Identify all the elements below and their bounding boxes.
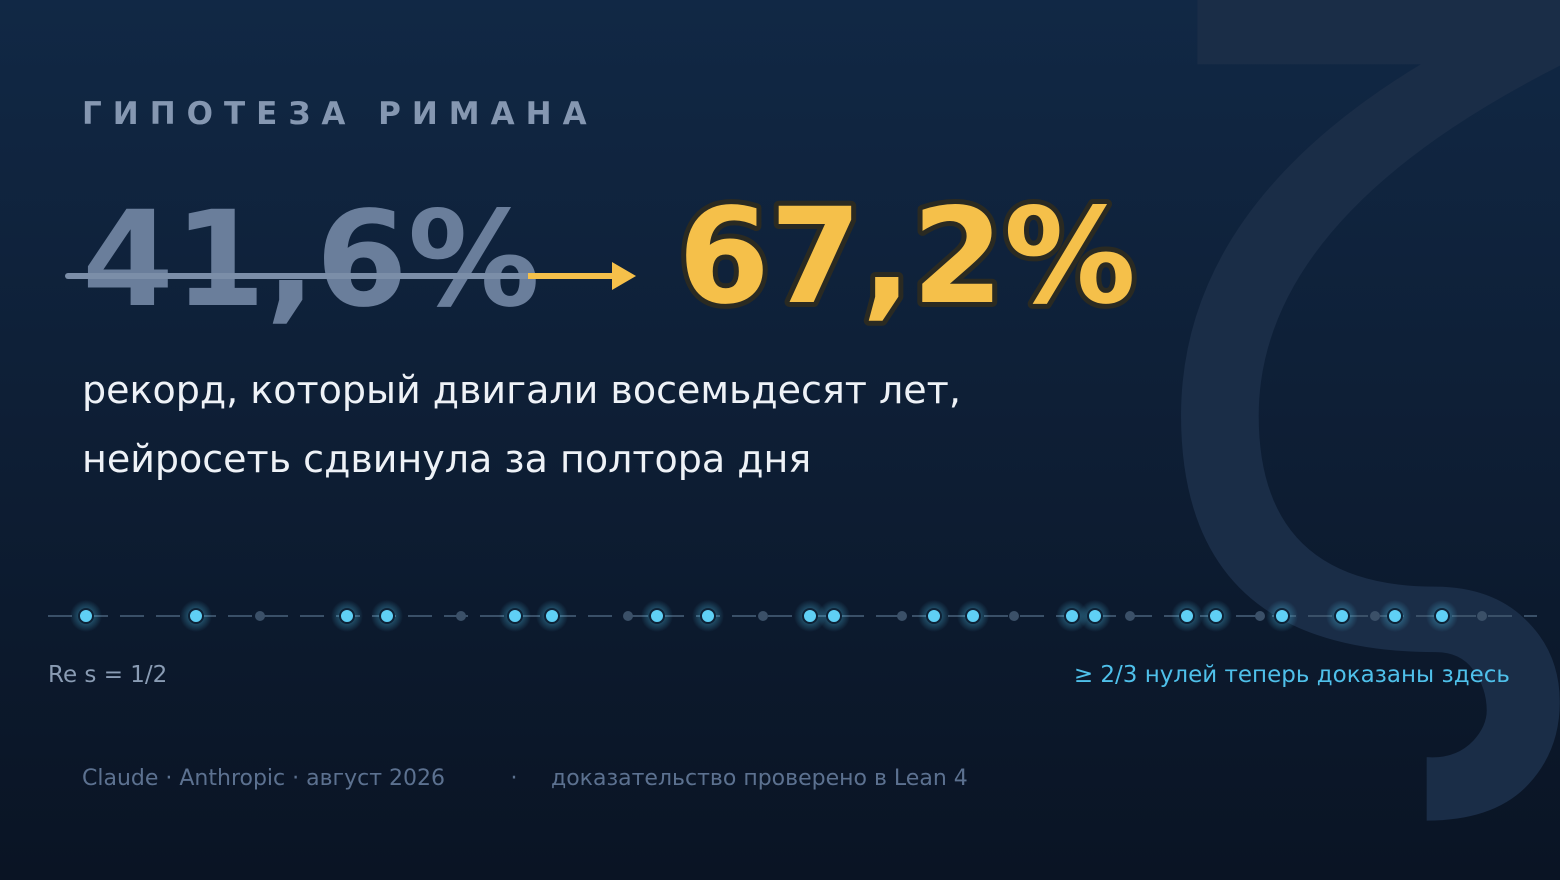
zero xyxy=(379,608,395,624)
old-value: 41,6% xyxy=(82,183,540,337)
zero xyxy=(78,608,94,624)
unproven-zero xyxy=(1370,611,1380,621)
footer-separator: · xyxy=(511,766,518,791)
zeta-symbol: ζ xyxy=(1136,0,1560,843)
unproven-zero xyxy=(1477,611,1487,621)
new-value: 67,2% xyxy=(678,180,1136,334)
footer-note: доказательство проверено в Lean 4 xyxy=(551,766,968,791)
title: ГИПОТЕЗА РИМАНА xyxy=(82,96,598,132)
zero xyxy=(1208,608,1224,624)
zero xyxy=(700,608,716,624)
arrow-head xyxy=(612,262,636,290)
unproven-zero xyxy=(623,611,633,621)
zero xyxy=(188,608,204,624)
zero xyxy=(1087,608,1103,624)
footer-credit: Claude · Anthropic · август 2026 xyxy=(82,766,445,791)
zero xyxy=(926,608,942,624)
zero xyxy=(1334,608,1350,624)
left-label: Re s = 1/2 xyxy=(48,662,167,688)
unproven-zero xyxy=(1009,611,1019,621)
zeros xyxy=(70,600,1487,632)
zero xyxy=(1387,608,1403,624)
zero xyxy=(339,608,355,624)
zero xyxy=(1274,608,1290,624)
subtitle-line: нейросеть сдвинула за полтора дня xyxy=(82,437,811,481)
zero xyxy=(649,608,665,624)
zero xyxy=(965,608,981,624)
zero xyxy=(507,608,523,624)
subtitle-line: рекорд, который двигали восемьдесят лет, xyxy=(82,368,961,412)
unproven-zero xyxy=(456,611,466,621)
unproven-zero xyxy=(255,611,265,621)
unproven-zero xyxy=(758,611,768,621)
zero xyxy=(826,608,842,624)
right-label: ≥ 2/3 нулей теперь доказаны здесь xyxy=(1074,662,1510,688)
unproven-zero xyxy=(1125,611,1135,621)
zero xyxy=(544,608,560,624)
zero xyxy=(1434,608,1450,624)
zero xyxy=(802,608,818,624)
zero xyxy=(1064,608,1080,624)
zero xyxy=(1179,608,1195,624)
unproven-zero xyxy=(1255,611,1265,621)
unproven-zero xyxy=(897,611,907,621)
